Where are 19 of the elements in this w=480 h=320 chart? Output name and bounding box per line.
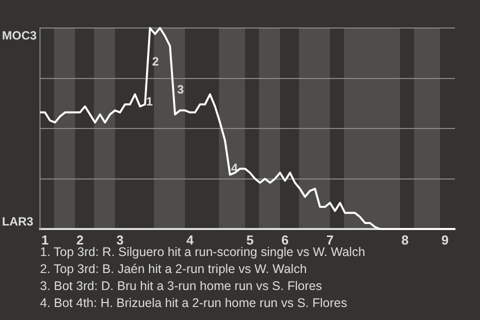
x-tick-label: 9 — [441, 232, 449, 248]
text: 4. Bot 4th: H. Brizuela hit a 2-run home run vs S. Flores — [40, 295, 348, 312]
annotation: 2 — [152, 54, 160, 68]
text: 3. Bot 3rd: D. Bru hit a 3-run home run vs S. Flores — [40, 278, 324, 295]
x-tick-label: 6 — [281, 232, 289, 248]
x-tick-label: 8 — [401, 232, 409, 248]
x-tick-label: 1 — [41, 232, 49, 248]
text: MOC3 — [2, 28, 37, 42]
x-tick-label: 7 — [326, 232, 334, 248]
annotation: 1 — [146, 94, 154, 109]
text: 1. Top 3rd: R. Silguero hit a run-scoring single vs W. Walch — [40, 245, 366, 261]
x-tick-label: 5 — [246, 232, 254, 248]
annotation: 3 — [177, 82, 184, 97]
x-tick-label: 4 — [186, 232, 194, 248]
annotation: 4 — [231, 161, 238, 176]
x-tick-label: 3 — [116, 232, 124, 248]
x-tick-label: 2 — [76, 232, 84, 248]
text: 2. Top 3rd: B. Jaén hit a 2-run triple vs W. Walch — [40, 261, 308, 278]
text: LAR3 — [2, 214, 34, 228]
